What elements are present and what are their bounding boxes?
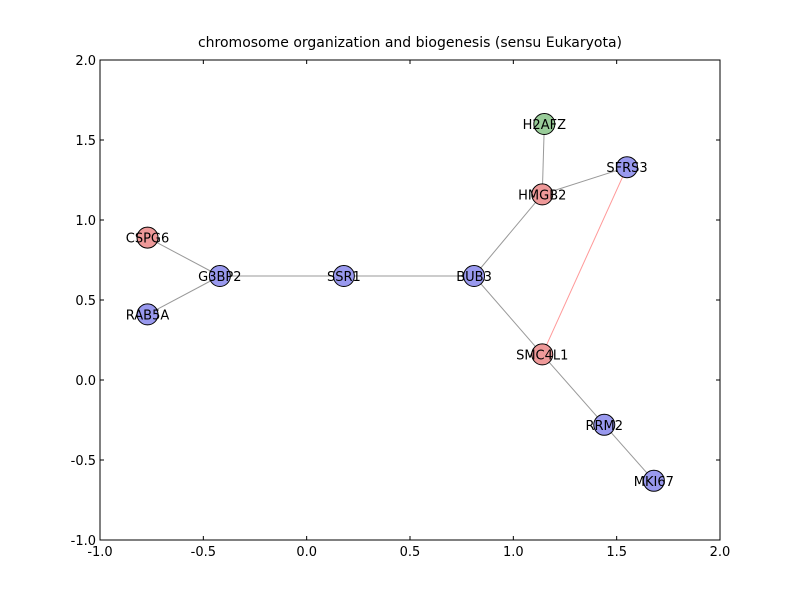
nodes-layer	[136, 113, 665, 492]
y-tick-label: 1.5	[75, 134, 96, 149]
node-g3bp2	[208, 265, 231, 287]
x-tick-label: 0.0	[296, 545, 317, 560]
node-label-sfrs3: SFRS3	[606, 161, 647, 176]
node-label-ssr1: SSR1	[327, 270, 361, 285]
x-tick-label: 0.5	[400, 545, 421, 560]
y-tick-label: -1.0	[71, 534, 96, 549]
x-tick-label: -1.0	[87, 545, 112, 560]
edges-layer	[147, 123, 655, 482]
node-label-cspg6: CSPG6	[126, 232, 170, 247]
x-tick-label: 1.5	[606, 545, 627, 560]
node-bub3	[463, 265, 486, 287]
edge-smc4l1-rrm2	[541, 354, 605, 426]
axes: -1.0 -0.5 0.0 0.5 1.0 1.5 2.0 -1.0 -0.5 0.0 0.5 1.0…	[71, 54, 731, 560]
node-rab5a	[136, 303, 159, 326]
edge-sfrs3-smc4l1	[541, 166, 628, 355]
y-tick-label: 2.0	[75, 54, 96, 69]
node-mki67	[642, 469, 665, 492]
node-ssr1	[332, 265, 355, 287]
plot-frame	[99, 59, 721, 541]
edge-cspg6-g3bp2	[147, 237, 221, 277]
node-label-h2afz: H2AFZ	[523, 118, 566, 133]
node-sfrs3	[616, 156, 638, 179]
node-hmgb2	[531, 183, 554, 206]
edge-hmgb2-sfrs3	[542, 166, 628, 195]
y-tick-label: 1.0	[75, 214, 96, 229]
y-tick-label: -0.5	[71, 454, 96, 469]
node-label-g3bp2: G3BP2	[198, 270, 241, 285]
node-label-bub3: BUB3	[456, 270, 492, 285]
x-tick-label: 1.0	[503, 545, 524, 560]
node-label-smc4l1: SMC4L1	[516, 348, 568, 363]
edge-rrm2-mki67	[603, 424, 655, 482]
x-tick-label: 2.0	[710, 545, 731, 560]
node-cspg6	[136, 226, 159, 249]
node-label-rrm2: RRM2	[585, 419, 623, 434]
edge-bub3-smc4l1	[473, 275, 543, 355]
chart-title: chromosome organization and biogenesis (…	[198, 35, 622, 51]
node-h2afz	[533, 113, 556, 135]
y-tick-label: 0.0	[75, 374, 96, 389]
y-tick-label: 0.5	[75, 294, 96, 309]
node-label-mki67: MKI67	[634, 475, 674, 490]
edge-h2afz-hmgb2	[541, 123, 545, 195]
edge-rab5a-g3bp2	[147, 275, 221, 315]
labels-layer: H2AFZ SFRS3 HMGB2 CSPG6 G3BP2 SSR1 BUB3 RAB5A SM…	[126, 118, 674, 490]
edge-hmgb2-bub3	[473, 194, 543, 277]
node-rrm2	[593, 413, 616, 436]
node-smc4l1	[531, 343, 554, 366]
node-label-rab5a: RAB5A	[126, 308, 170, 323]
x-tick-label: -0.5	[191, 545, 216, 560]
node-label-hmgb2: HMGB2	[518, 188, 566, 203]
